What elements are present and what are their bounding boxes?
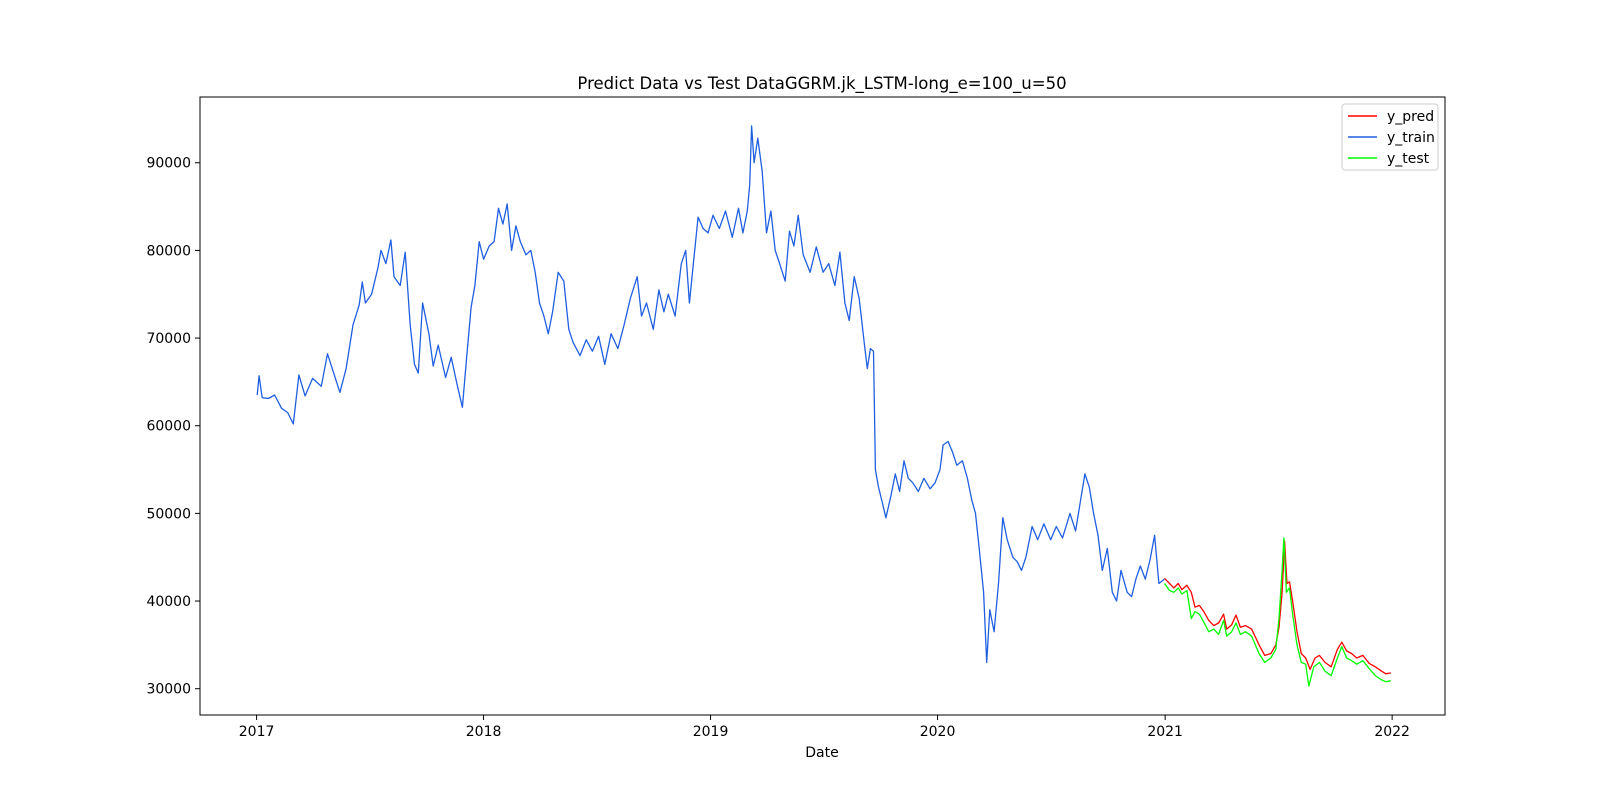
x-tick-label: 2018 — [466, 724, 502, 740]
x-axis-label: Date — [805, 745, 838, 761]
legend-label-y-pred: y_pred — [1387, 109, 1434, 125]
x-tick-label: 2019 — [693, 724, 729, 740]
y-tick-label: 70000 — [146, 331, 191, 347]
y-axis: 30000 40000 50000 60000 70000 80000 90000 — [146, 156, 200, 698]
chart-title: Predict Data vs Test DataGGRM.jk_LSTM-lo… — [577, 74, 1066, 94]
plot-area-frame — [199, 96, 1446, 716]
y-tick-label: 30000 — [146, 682, 191, 698]
series-line-y-pred — [1164, 540, 1392, 675]
y-tick-label: 40000 — [146, 594, 191, 610]
x-axis: 2017 2018 2019 2020 2021 2022 — [239, 715, 1410, 740]
legend-label-y-test: y_test — [1387, 151, 1430, 167]
legend: y_pred y_train y_test — [1341, 103, 1439, 171]
y-tick-label: 50000 — [146, 506, 191, 522]
x-tick-label: 2017 — [239, 724, 275, 740]
x-tick-label: 2022 — [1374, 724, 1410, 740]
series-line-y-test — [1163, 537, 1392, 687]
series-layer — [256, 125, 1392, 687]
y-tick-label: 80000 — [146, 243, 191, 259]
legend-box — [1341, 103, 1439, 171]
series-line-y-train — [256, 125, 1165, 664]
y-tick-label: 60000 — [146, 419, 191, 435]
y-tick-label: 90000 — [146, 156, 191, 172]
legend-label-y-train: y_train — [1387, 130, 1435, 146]
x-tick-label: 2020 — [920, 724, 956, 740]
x-tick-label: 2021 — [1147, 724, 1183, 740]
